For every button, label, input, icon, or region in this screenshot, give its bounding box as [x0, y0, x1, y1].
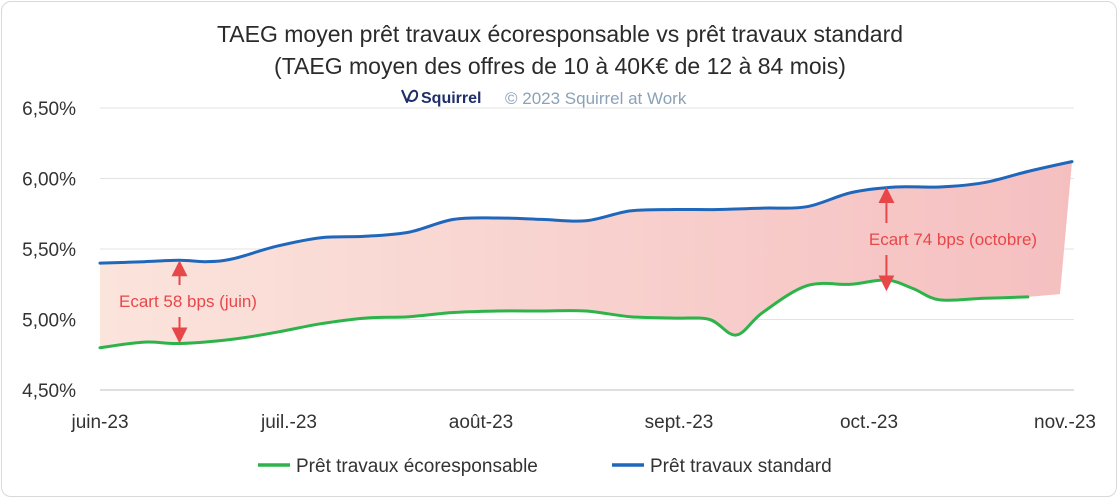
- credit-text: © 2023 Squirrel at Work: [505, 89, 687, 108]
- chart-title: TAEG moyen prêt travaux écoresponsable v…: [217, 21, 903, 47]
- annotation-label: Ecart 58 bps (juin): [119, 292, 257, 311]
- x-tick-label: sept.-23: [645, 412, 714, 433]
- x-tick-label: nov.-23: [1034, 412, 1096, 433]
- gap-area: [100, 161, 1072, 348]
- y-tick-label: 5,50%: [22, 240, 76, 261]
- squirrel-logo-icon: [400, 89, 419, 104]
- legend-item: Prêt travaux écoresponsable: [258, 456, 538, 477]
- x-tick-label: oct.-23: [840, 412, 898, 433]
- annotation-label: Ecart 74 bps (octobre): [869, 230, 1037, 249]
- legend-label: Prêt travaux standard: [650, 456, 832, 477]
- x-tick-label: juil.-23: [260, 412, 317, 433]
- brand-name: Squirrel: [421, 90, 481, 107]
- chart-subtitle: (TAEG moyen des offres de 10 à 40K€ de 1…: [274, 53, 846, 79]
- y-tick-label: 6,50%: [22, 99, 76, 120]
- y-tick-label: 5,00%: [22, 311, 76, 332]
- gap-annotation: Ecart 74 bps (octobre): [869, 186, 1037, 292]
- y-tick-label: 4,50%: [22, 381, 76, 402]
- legend-item: Prêt travaux standard: [612, 456, 832, 477]
- credit-line: Squirrel © 2023 Squirrel at Work: [400, 89, 687, 108]
- series-line-standard: [98, 160, 1074, 265]
- y-tick-label: 6,00%: [22, 170, 76, 191]
- legend-label: Prêt travaux écoresponsable: [296, 456, 538, 477]
- gap-annotation: Ecart 58 bps (juin): [119, 260, 257, 344]
- x-tick-label: août-23: [449, 412, 513, 433]
- x-tick-label: juin-23: [70, 412, 128, 433]
